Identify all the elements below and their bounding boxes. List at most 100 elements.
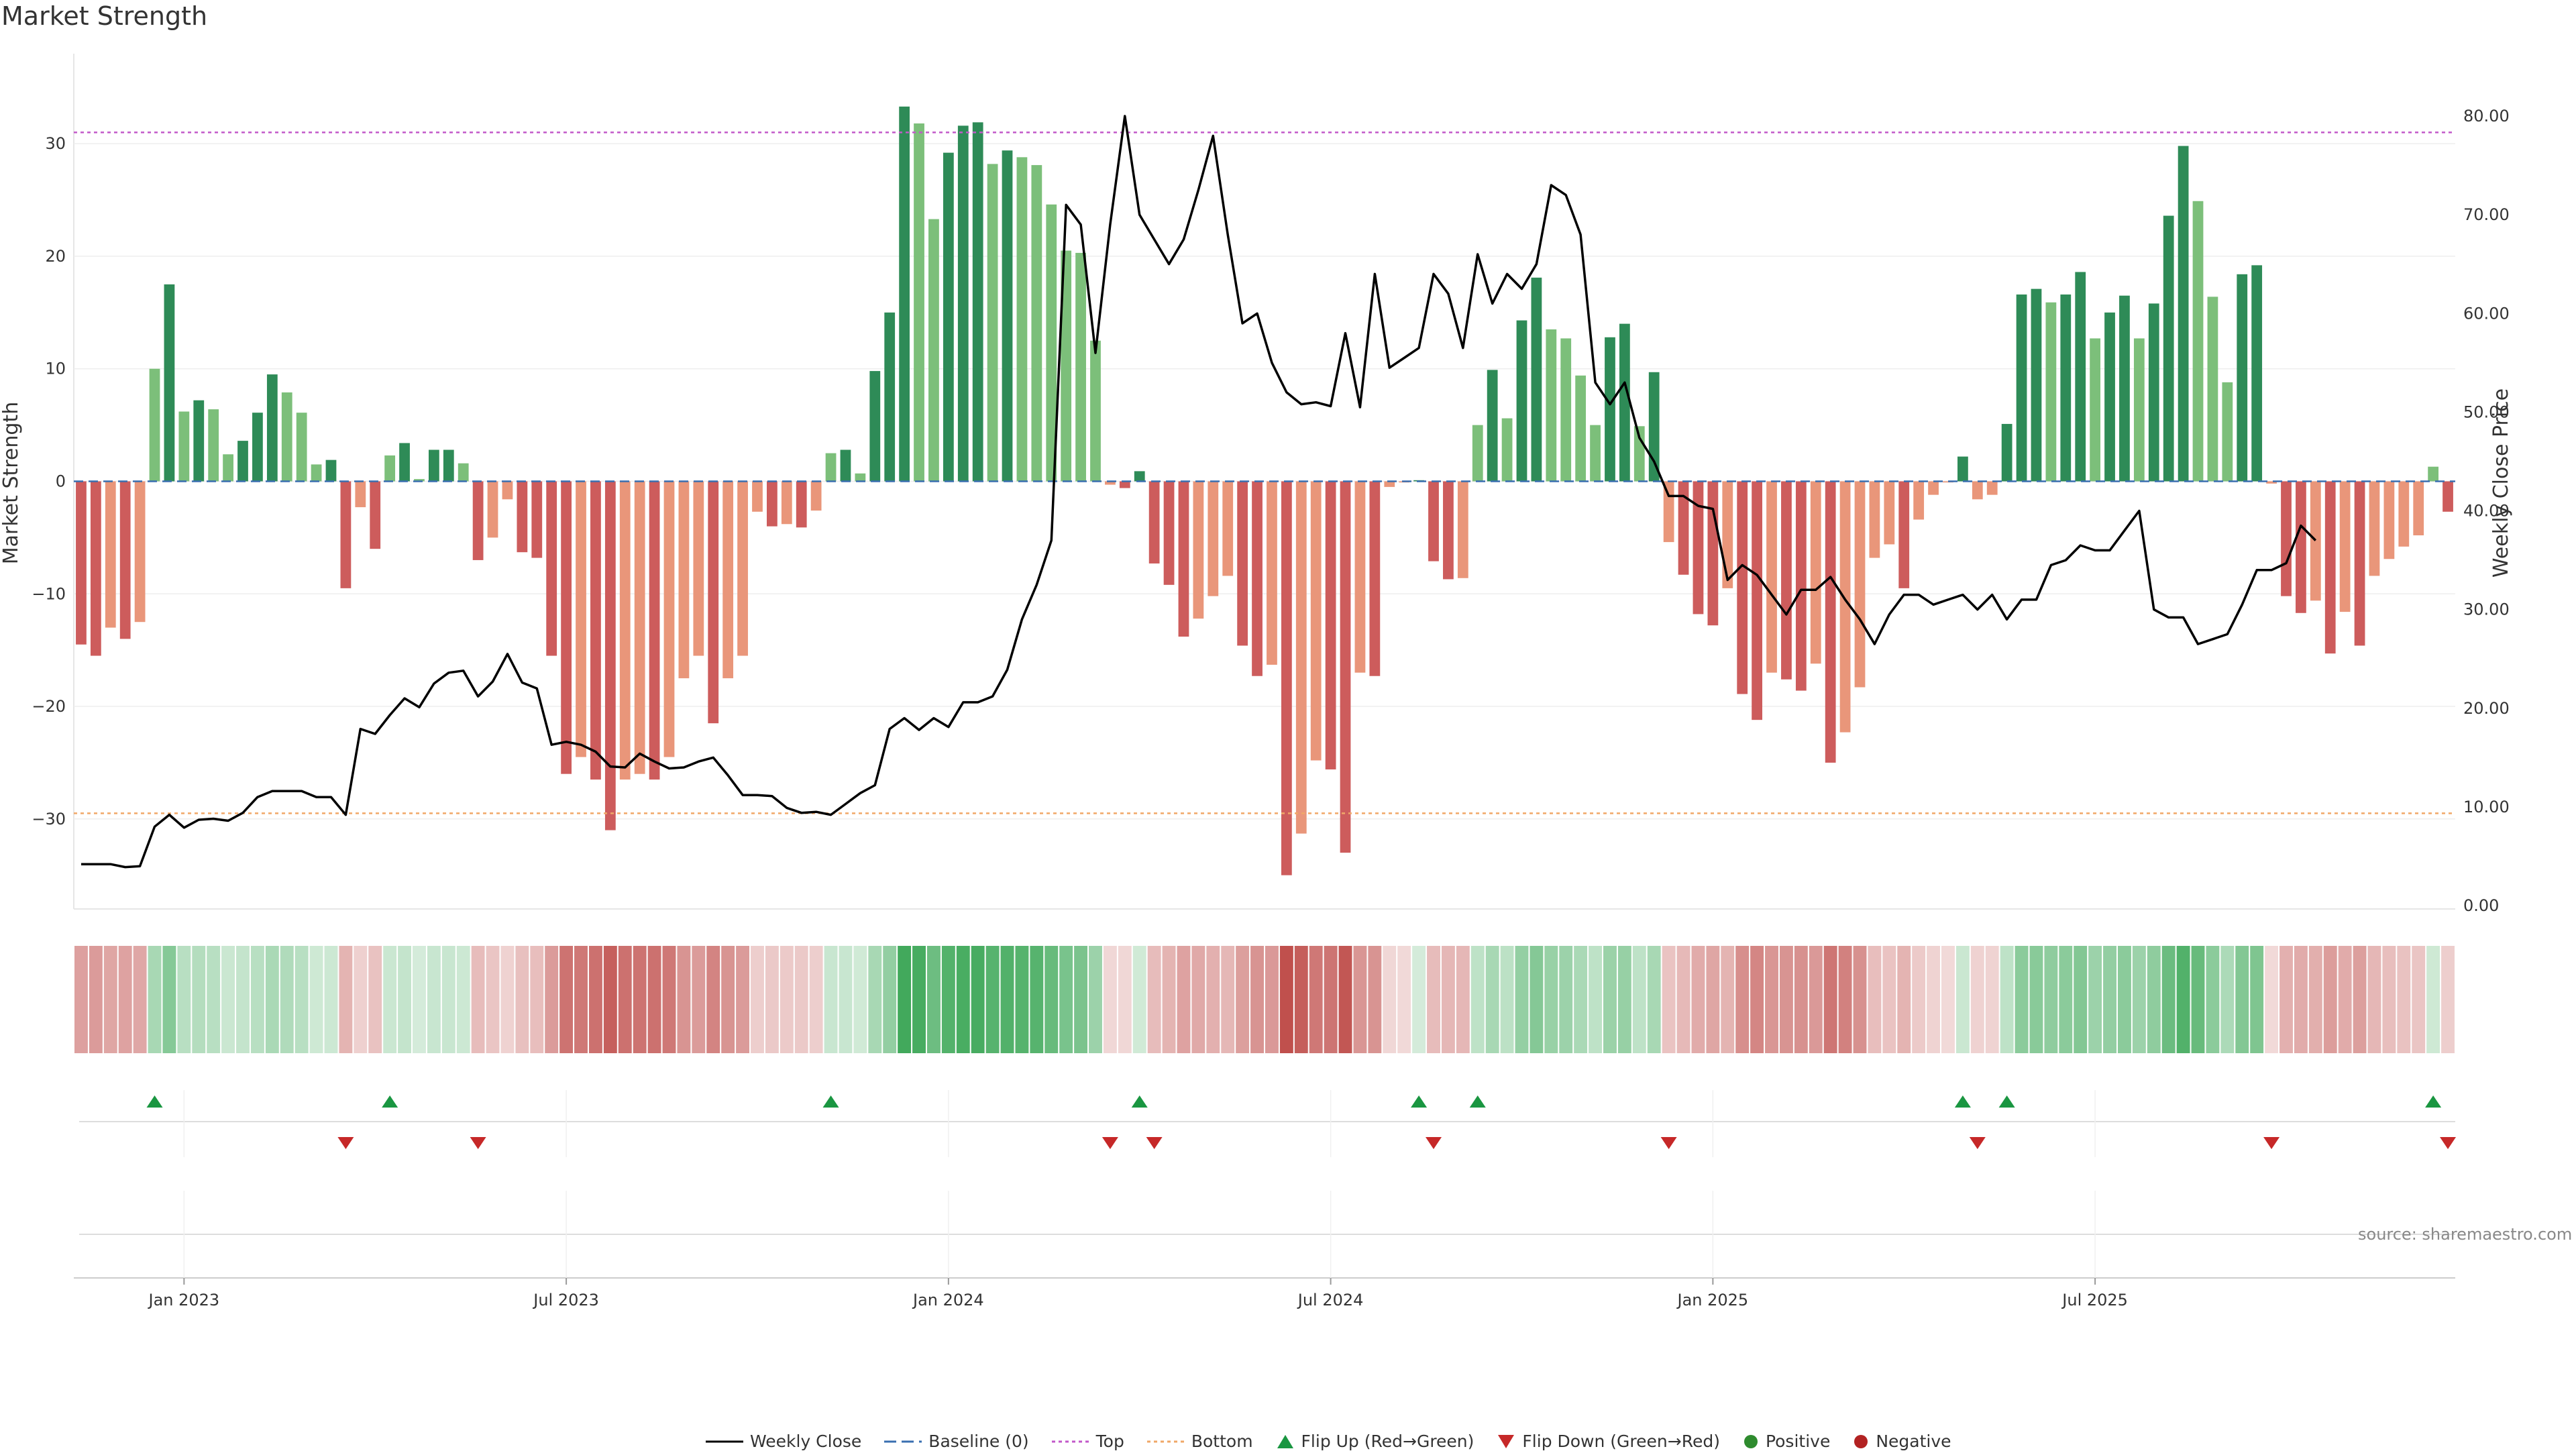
- left-tick-label: −20: [32, 697, 66, 716]
- heatstrip-cell: [1794, 946, 1808, 1053]
- left-tick-label: 30: [45, 134, 66, 153]
- strength-bar: [561, 481, 572, 774]
- strength-bar: [1546, 329, 1557, 482]
- heatstrip-cell: [1044, 946, 1059, 1053]
- heatstrip-cell: [1970, 946, 1984, 1053]
- flip-up-marker: [1131, 1095, 1148, 1108]
- strength-bar: [1693, 481, 1704, 614]
- x-tick-label: Jan 2024: [912, 1291, 984, 1309]
- strength-bar: [2324, 481, 2336, 654]
- heatstrip-cell: [456, 946, 470, 1053]
- heatstrip-cell: [765, 946, 779, 1053]
- strength-bar: [2001, 423, 2012, 482]
- heatstrip-cell: [280, 946, 294, 1053]
- strength-bar: [2339, 481, 2351, 612]
- heatstrip-cell: [2353, 946, 2367, 1053]
- heatstrip-cell: [2265, 946, 2279, 1053]
- heatstrip-cell: [250, 946, 264, 1053]
- heatstrip-cell: [1721, 946, 1735, 1053]
- heatstrip-cell: [118, 946, 132, 1053]
- heatstrip-cell: [1485, 946, 1499, 1053]
- heatstrip-cell: [1089, 946, 1102, 1053]
- left-tick-label: −30: [32, 810, 66, 828]
- heatstrip-cell: [2338, 946, 2352, 1053]
- strength-bar: [487, 481, 498, 538]
- flip-down-marker: [1969, 1137, 1986, 1149]
- heatstrip-cell: [647, 946, 661, 1053]
- heatstrip-cell: [383, 946, 397, 1053]
- strength-bar: [928, 219, 939, 482]
- strength-bar: [943, 152, 954, 482]
- strength-bar: [193, 400, 205, 482]
- legend-flip-up-label: Flip Up (Red→Green): [1301, 1432, 1474, 1451]
- heatstrip-cell: [427, 946, 441, 1053]
- heatstrip-cell: [2029, 946, 2043, 1053]
- strength-bar: [1501, 418, 1513, 482]
- strength-bar: [2222, 382, 2233, 482]
- strength-bar: [2119, 295, 2130, 482]
- strength-bar: [2369, 481, 2380, 576]
- heatstrip-cell: [721, 946, 735, 1053]
- strength-bar: [1869, 481, 1880, 558]
- heatstrip-cell: [2059, 946, 2073, 1053]
- heatstrip-cell: [1353, 946, 1367, 1053]
- heatstrip-cell: [1882, 946, 1896, 1053]
- strength-bar: [428, 449, 439, 482]
- strength-bar: [2296, 481, 2306, 613]
- heatstrip-cell: [2412, 946, 2426, 1053]
- source-note: source: sharemaestro.com: [2358, 1225, 2573, 1244]
- heatstrip-cell: [1735, 946, 1750, 1053]
- flip-up-marker: [146, 1095, 163, 1108]
- strength-bar: [76, 481, 87, 645]
- strength-bar: [2104, 312, 2115, 482]
- heatstrip-cell: [1691, 946, 1705, 1053]
- heatstrip-cell: [148, 946, 162, 1053]
- x-tick-label: Jul 2024: [1297, 1291, 1364, 1309]
- strength-bar: [208, 409, 219, 482]
- heatstrip-cell: [1676, 946, 1690, 1053]
- strength-bar: [634, 481, 645, 774]
- right-tick-label: 10.00: [2463, 798, 2510, 816]
- strength-bar: [1957, 456, 1968, 482]
- strength-bar: [1854, 481, 1866, 688]
- heatstrip-cell: [692, 946, 706, 1053]
- right-tick-label: 80.00: [2463, 107, 2510, 125]
- heatstrip-cell: [2000, 946, 2014, 1053]
- strength-bar: [1354, 481, 1366, 673]
- strength-bar: [1663, 481, 1674, 543]
- strength-bar: [1208, 481, 1219, 596]
- flip-up-marker: [1954, 1095, 1971, 1108]
- strength-bar: [149, 368, 160, 482]
- legend-bottom-label: Bottom: [1191, 1432, 1253, 1451]
- strength-bar: [1369, 481, 1381, 676]
- heatstrip-cell: [1236, 946, 1250, 1053]
- heatstrip-cell: [2308, 946, 2322, 1053]
- strength-bar: [914, 123, 924, 482]
- heatstrip-cell: [2117, 946, 2131, 1053]
- strength-bar: [1943, 481, 1953, 483]
- strength-bar: [1928, 481, 1939, 495]
- strength-bar: [1898, 481, 1910, 588]
- heatstrip-cell: [2015, 946, 2029, 1053]
- strength-bar: [2016, 294, 2027, 482]
- heatstrip-cell: [1838, 946, 1852, 1053]
- heatstrip-cell: [1897, 946, 1911, 1053]
- heatstrip-cell: [926, 946, 941, 1053]
- heatstrip-cell: [603, 946, 617, 1053]
- left-tick-label: −10: [32, 584, 66, 603]
- strength-bar: [281, 392, 292, 482]
- legend-bottom: Bottom: [1146, 1432, 1253, 1451]
- heatstrip-cell: [2382, 946, 2396, 1053]
- heatstrip-cell: [1397, 946, 1411, 1053]
- heatstrip-cell: [1427, 946, 1440, 1053]
- strength-bar: [1267, 481, 1277, 665]
- heatstrip-cell: [1470, 946, 1485, 1053]
- heatstrip-cell: [2279, 946, 2293, 1053]
- heatstrip-cell: [1706, 946, 1720, 1053]
- heatstrip-cell: [618, 946, 632, 1053]
- strength-bar: [1516, 320, 1527, 482]
- heatstrip-cell: [1368, 946, 1382, 1053]
- strength-bar: [1560, 338, 1572, 482]
- heatstrip-cell: [1412, 946, 1426, 1053]
- heatstrip-cell: [706, 946, 720, 1053]
